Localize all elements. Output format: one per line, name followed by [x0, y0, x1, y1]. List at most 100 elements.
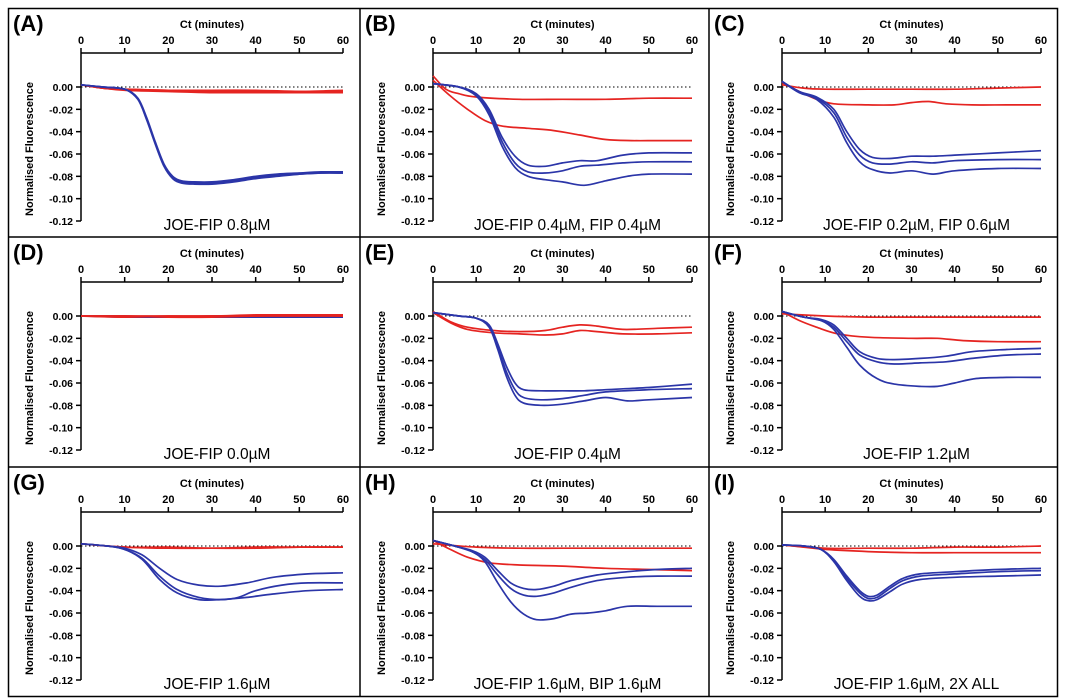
- panel-letter: (I): [714, 470, 735, 495]
- condition-label: JOE-FIP 0.4µM: [514, 446, 621, 463]
- y-tick-label: -0.10: [750, 423, 774, 435]
- x-tick-label: 60: [1035, 264, 1047, 276]
- x-axis-title: Ct (minutes): [180, 248, 245, 260]
- y-tick-label: -0.10: [401, 423, 425, 435]
- y-tick-label: 0.00: [754, 541, 775, 553]
- series-line-2: [80, 542, 343, 550]
- x-tick-label: 30: [556, 494, 568, 506]
- y-axis-title: Normalised Fluorescence: [725, 541, 737, 675]
- y-tick-label: -0.08: [750, 630, 774, 642]
- x-tick-label: 30: [905, 494, 917, 506]
- series-line-3: [432, 311, 693, 392]
- x-tick-label: 0: [779, 264, 785, 276]
- panel-a: (A) Ct (minutes) Normalised Fluorescence 0 1…: [13, 11, 349, 234]
- series-line-2: [781, 544, 1041, 554]
- x-tick-label: 40: [250, 494, 262, 506]
- y-tick-label: -0.06: [750, 608, 774, 620]
- y-tick-label: 0.00: [405, 82, 426, 94]
- condition-label: JOE-FIP 1.6µM, 2X ALL: [834, 676, 1000, 693]
- y-tick-label: 0.00: [53, 82, 74, 94]
- series-line-2: [432, 311, 693, 336]
- y-tick-label: -0.08: [401, 171, 425, 183]
- series-line-1: [781, 83, 1042, 91]
- series-line-5: [781, 80, 1042, 175]
- series-line-5: [432, 311, 693, 407]
- x-tick-label: 20: [862, 264, 874, 276]
- x-tick-label: 30: [206, 35, 218, 47]
- y-tick-label: 0.00: [405, 541, 426, 553]
- x-tick-label: 40: [949, 35, 961, 47]
- y-tick-label: -0.02: [401, 333, 425, 345]
- y-tick-label: -0.08: [750, 171, 774, 183]
- y-tick-label: 0.00: [754, 82, 775, 94]
- x-axis-title: Ct (minutes): [180, 478, 245, 490]
- y-tick-label: -0.04: [401, 127, 425, 139]
- x-tick-label: 20: [162, 264, 174, 276]
- x-tick-label: 0: [779, 35, 785, 47]
- series-line-5: [432, 539, 692, 621]
- y-tick-label: -0.04: [750, 586, 774, 598]
- x-tick-label: 60: [686, 264, 698, 276]
- y-tick-label: -0.04: [49, 127, 73, 139]
- x-tick-label: 50: [293, 35, 305, 47]
- x-tick-label: 40: [600, 35, 612, 47]
- y-tick-label: -0.02: [401, 563, 425, 575]
- panel-h: (H) Ct (minutes) Normalised Fluorescence 0 1…: [365, 470, 698, 693]
- x-tick-label: 30: [206, 264, 218, 276]
- y-tick-label: -0.06: [49, 149, 73, 161]
- x-tick-label: 50: [992, 264, 1004, 276]
- y-axis-title: Normalised Fluorescence: [24, 82, 36, 216]
- series-line-1: [432, 310, 693, 333]
- x-tick-label: 50: [293, 264, 305, 276]
- x-axis-title: Ct (minutes): [879, 248, 944, 260]
- y-tick-label: -0.04: [49, 356, 73, 368]
- y-tick-label: -0.06: [49, 608, 73, 620]
- x-tick-label: 20: [862, 494, 874, 506]
- condition-label: JOE-FIP 0.0µM: [164, 446, 271, 463]
- x-tick-label: 20: [162, 494, 174, 506]
- series-line-4: [80, 83, 344, 185]
- series-line-3: [80, 542, 344, 588]
- condition-label: JOE-FIP 1.6µM, BIP 1.6µM: [474, 676, 662, 693]
- y-tick-label: -0.10: [750, 194, 774, 206]
- y-tick-label: -0.02: [401, 104, 425, 116]
- series-line-1: [781, 312, 1041, 319]
- x-tick-label: 60: [337, 35, 349, 47]
- panel-b: (B) Ct (minutes) Normalised Fluorescence 0 1…: [365, 11, 698, 234]
- x-tick-label: 40: [250, 35, 262, 47]
- x-tick-label: 60: [686, 494, 698, 506]
- x-tick-label: 10: [470, 264, 482, 276]
- series-line-3: [781, 310, 1042, 361]
- series-line-1: [432, 542, 692, 550]
- y-tick-label: -0.10: [401, 653, 425, 665]
- y-axis-title: Normalised Fluorescence: [725, 311, 737, 445]
- panel-g: (G) Ct (minutes) Normalised Fluorescence 0 1…: [13, 470, 349, 693]
- y-tick-label: -0.12: [401, 445, 425, 457]
- y-tick-label: -0.08: [49, 171, 73, 183]
- series-line-2: [432, 79, 692, 142]
- y-tick-label: -0.12: [750, 216, 774, 228]
- y-tick-label: -0.06: [401, 149, 425, 161]
- x-axis-title: Ct (minutes): [879, 478, 944, 490]
- panel-letter: (E): [365, 240, 394, 265]
- x-tick-label: 40: [949, 264, 961, 276]
- y-axis-title: Normalised Fluorescence: [376, 541, 388, 675]
- panel-letter: (G): [13, 470, 45, 495]
- x-tick-label: 0: [430, 35, 436, 47]
- x-tick-label: 20: [513, 264, 525, 276]
- x-tick-label: 20: [862, 35, 874, 47]
- x-tick-label: 60: [337, 494, 349, 506]
- y-tick-label: -0.10: [49, 194, 73, 206]
- y-axis-title: Normalised Fluorescence: [24, 311, 36, 445]
- condition-label: JOE-FIP 1.2µM: [863, 446, 970, 463]
- series-line-5: [80, 314, 344, 319]
- y-tick-label: 0.00: [53, 541, 74, 553]
- panel-letter: (B): [365, 11, 396, 36]
- series-line-4: [80, 315, 343, 318]
- y-axis-title: Normalised Fluorescence: [376, 311, 388, 445]
- y-tick-label: -0.04: [750, 356, 774, 368]
- x-tick-label: 0: [78, 264, 84, 276]
- x-tick-label: 0: [78, 494, 84, 506]
- series-line-3: [781, 80, 1042, 160]
- panel-letter: (D): [13, 240, 44, 265]
